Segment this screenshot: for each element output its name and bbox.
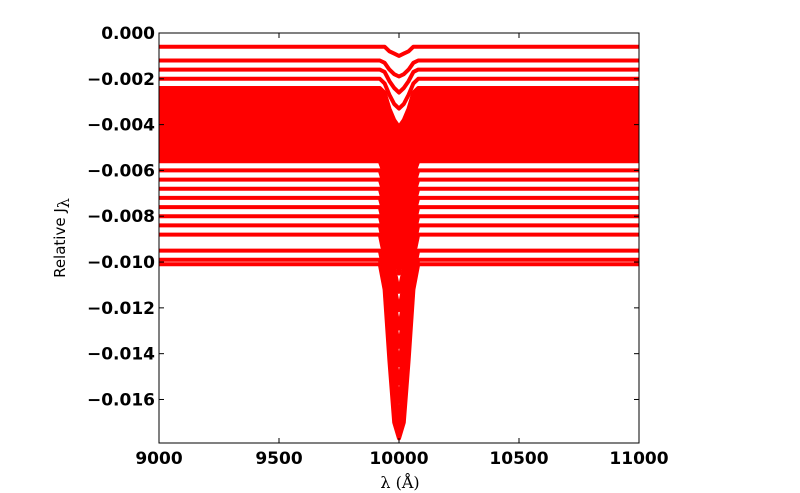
x-tick-label: 10000 bbox=[369, 449, 428, 469]
y-tick-label: −0.010 bbox=[87, 253, 155, 273]
y-tick-label: −0.012 bbox=[87, 299, 155, 319]
series-line-6 bbox=[159, 95, 639, 148]
series-line-7 bbox=[159, 104, 639, 166]
y-tick-label: −0.016 bbox=[87, 390, 155, 410]
series-line-3 bbox=[159, 67, 639, 95]
series-line-2 bbox=[159, 58, 639, 79]
x-tick-label: 9500 bbox=[255, 449, 302, 469]
series-line-12 bbox=[159, 150, 639, 258]
x-tick-label: 9000 bbox=[135, 449, 182, 469]
y-axis: 0.000 −0.002 −0.004 −0.006 −0.008 −0.010 −0.01… bbox=[87, 24, 639, 410]
series-line-1 bbox=[159, 44, 639, 58]
y-tick-label: −0.002 bbox=[87, 70, 155, 90]
y-tick-label: −0.004 bbox=[87, 116, 155, 136]
x-axis-label: λ (Å) bbox=[380, 472, 419, 492]
y-tick-label: −0.014 bbox=[87, 345, 155, 365]
series-line-11 bbox=[159, 140, 639, 239]
series-line-8 bbox=[159, 113, 639, 184]
series-line-18 bbox=[159, 205, 639, 368]
series-line-13 bbox=[159, 159, 639, 276]
x-tick-label: 11000 bbox=[609, 449, 668, 469]
series-line-19 bbox=[159, 214, 639, 386]
y-tick-label: −0.006 bbox=[87, 161, 155, 181]
x-tick-label: 10500 bbox=[489, 449, 548, 469]
series-line-17 bbox=[159, 195, 639, 349]
y-tick-label: −0.008 bbox=[87, 207, 155, 227]
y-axis-label-text: Relative J bbox=[51, 208, 69, 278]
series-lines bbox=[159, 44, 639, 441]
y-tick-label: 0.000 bbox=[101, 24, 155, 44]
series-line-9 bbox=[159, 122, 639, 203]
series-line-4 bbox=[159, 76, 639, 111]
y-axis-label-subscript: λ bbox=[54, 198, 73, 208]
x-axis: 9000 9500 10000 10500 11000 bbox=[135, 33, 669, 469]
y-axis-label: Relative Jλ bbox=[51, 198, 73, 278]
series-line-10 bbox=[159, 131, 639, 221]
series-line-15 bbox=[159, 177, 639, 313]
series-line-16 bbox=[159, 186, 639, 331]
series-line-14 bbox=[159, 168, 639, 294]
series-line-5 bbox=[159, 86, 639, 129]
